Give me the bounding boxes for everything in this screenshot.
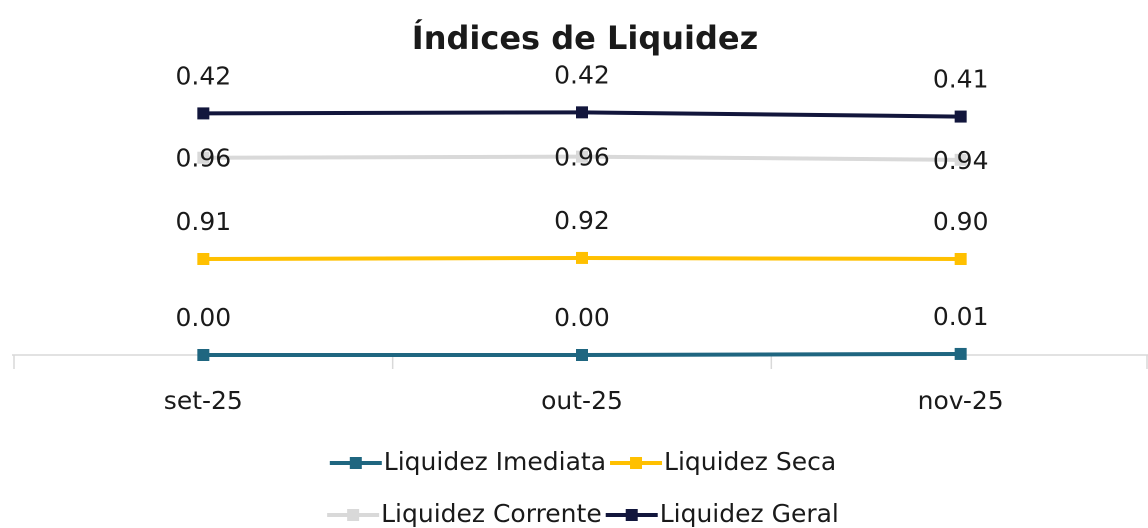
data-label: 0.42 [175,61,231,90]
data-point [197,252,210,265]
data-label: 0.41 [933,65,989,94]
data-label: 0.92 [554,206,610,235]
data-point [954,252,967,265]
x-tick-label: nov-25 [918,386,1004,415]
data-label: 0.00 [554,303,610,332]
data-point [954,153,967,166]
data-point [576,106,588,119]
data-label: 0.01 [933,302,989,331]
x-tick-label: set-25 [164,386,243,415]
data-label: 0.96 [175,144,231,173]
data-label: 0.00 [175,303,231,332]
legend-label: Liquidez Geral [660,499,839,528]
legend-marker [347,509,360,521]
data-point [197,151,210,164]
data-label: 0.42 [554,60,610,89]
data-point [197,107,210,120]
data-point [197,349,210,361]
legend-marker [630,457,643,469]
data-point [576,251,588,264]
x-tick-label: out-25 [541,386,623,415]
data-point [954,347,967,360]
legend-label: Liquidez Corrente [381,499,602,528]
data-label: 0.96 [554,143,610,172]
legend-label: Liquidez Imediata [384,447,606,476]
data-point [954,110,967,123]
chart-title: Índices de Liquidez [412,19,758,57]
data-label: 0.90 [933,207,989,236]
legend-marker [349,457,362,469]
legend-label: Liquidez Seca [664,447,836,476]
data-point [576,150,588,163]
data-label: 0.94 [933,146,989,175]
data-label: 0.91 [175,207,231,236]
data-point [576,349,588,361]
legend-marker [625,509,638,521]
